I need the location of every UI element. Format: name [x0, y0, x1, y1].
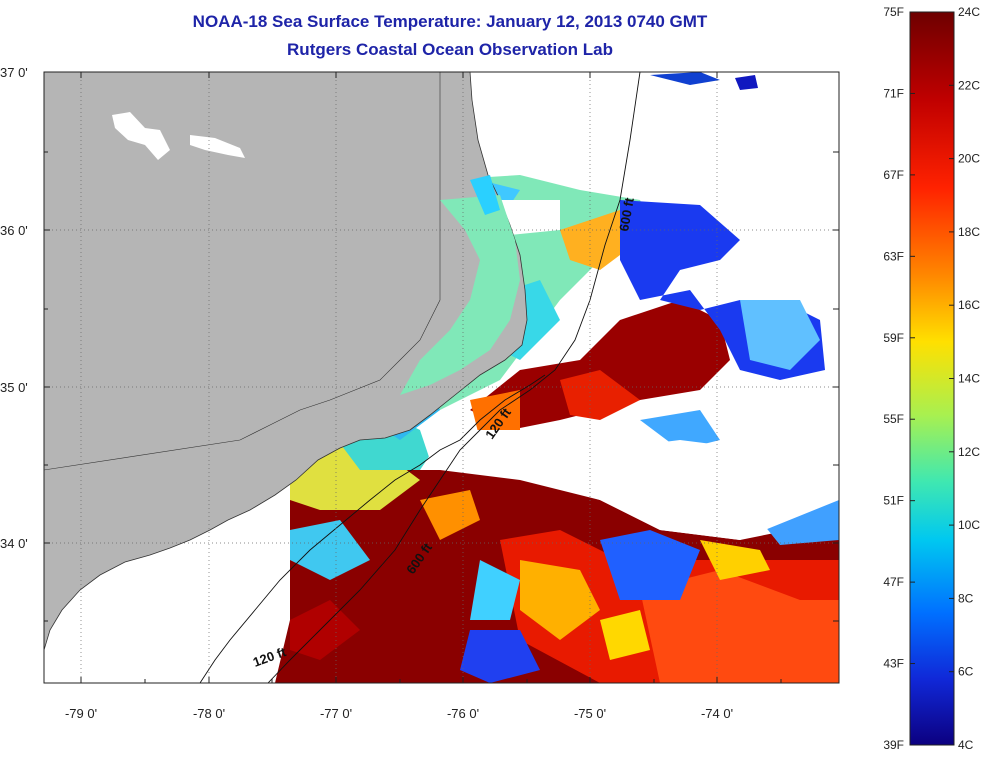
- colorbar-c-label: 20C: [958, 152, 980, 166]
- lon-label-79: -79 0': [65, 706, 97, 721]
- colorbar-f-label: 63F: [883, 249, 904, 263]
- colorbar-f-label: 51F: [883, 494, 904, 508]
- lat-label-36: 36 0': [0, 223, 28, 238]
- lat-label-35: 35 0': [0, 380, 28, 395]
- lat-label-34: 34 0': [0, 536, 28, 551]
- colorbar-c-label: 10C: [958, 518, 980, 532]
- colorbar: [910, 12, 954, 745]
- colorbar-f-label: 43F: [883, 657, 904, 671]
- lon-label-78: -78 0': [193, 706, 225, 721]
- colorbar-f-label: 75F: [883, 5, 904, 19]
- colorbar-f-label: 55F: [883, 412, 904, 426]
- lon-label-77: -77 0': [320, 706, 352, 721]
- colorbar-fahrenheit-labels: 75F 71F 67F 63F 59F 55F 51F 47F 43F 39F: [883, 5, 904, 752]
- lon-label-75: -75 0': [574, 706, 606, 721]
- colorbar-c-label: 8C: [958, 591, 974, 605]
- colorbar-c-label: 16C: [958, 298, 980, 312]
- colorbar-c-label: 22C: [958, 78, 980, 92]
- lon-label-74: -74 0': [701, 706, 733, 721]
- colorbar-c-label: 4C: [958, 738, 974, 752]
- colorbar-c-label: 18C: [958, 225, 980, 239]
- colorbar-f-label: 39F: [883, 738, 904, 752]
- colorbar-celsius-labels: 24C 22C 20C 18C 16C 14C 12C 10C 8C 6C 4C: [958, 5, 980, 752]
- lat-label-37: 37 0': [0, 65, 28, 80]
- colorbar-c-label: 14C: [958, 372, 980, 386]
- colorbar-f-label: 47F: [883, 575, 904, 589]
- colorbar-f-label: 59F: [883, 331, 904, 345]
- colorbar-c-label: 12C: [958, 445, 980, 459]
- colorbar-f-label: 67F: [883, 168, 904, 182]
- lon-label-76: -76 0': [447, 706, 479, 721]
- colorbar-c-label: 6C: [958, 665, 974, 679]
- colorbar-c-label: 24C: [958, 5, 980, 19]
- colorbar-f-label: 71F: [883, 86, 904, 100]
